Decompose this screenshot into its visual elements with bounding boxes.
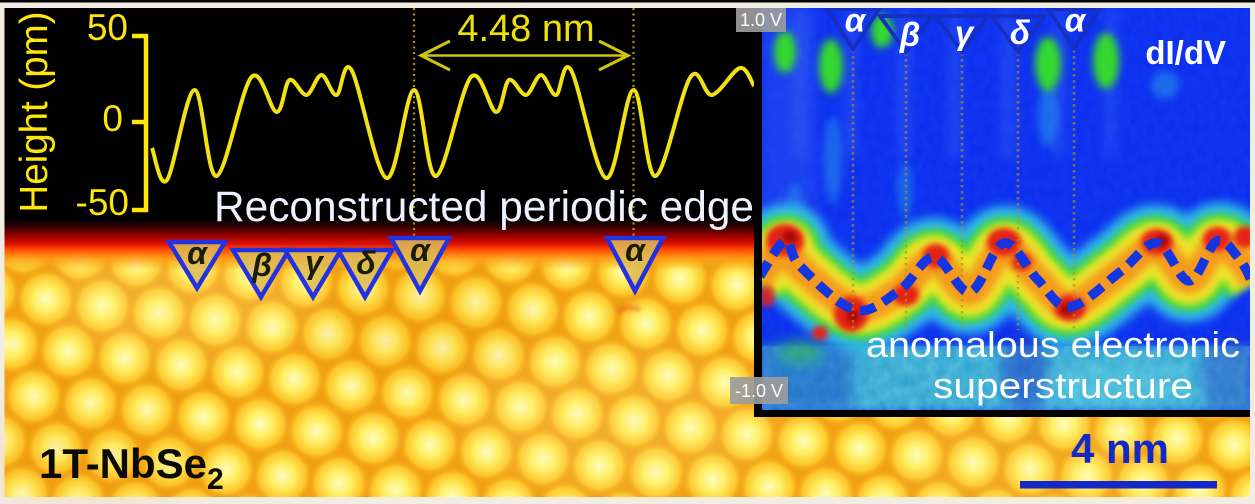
- svg-text:δ: δ: [356, 245, 376, 281]
- svg-text:dI/dV: dI/dV: [1145, 34, 1226, 71]
- svg-text:1.0 V: 1.0 V: [740, 10, 782, 30]
- svg-text:50: 50: [87, 7, 128, 48]
- svg-text:δ: δ: [1010, 14, 1031, 51]
- svg-text:γ: γ: [955, 14, 975, 51]
- svg-text:-50: -50: [76, 182, 129, 223]
- svg-text:0: 0: [102, 98, 123, 139]
- svg-text:γ: γ: [305, 244, 325, 280]
- svg-text:β: β: [899, 16, 920, 53]
- svg-text:α: α: [187, 235, 208, 271]
- svg-text:α: α: [410, 232, 431, 268]
- svg-text:4 nm: 4 nm: [1071, 425, 1169, 472]
- svg-text:β: β: [251, 247, 272, 283]
- svg-text:1T-NbSe2: 1T-NbSe2: [39, 440, 224, 496]
- svg-text:4.48 nm: 4.48 nm: [457, 8, 594, 50]
- svg-text:α: α: [1065, 2, 1087, 39]
- svg-text:Height (pm): Height (pm): [13, 11, 56, 212]
- svg-text:Reconstructed periodic edge: Reconstructed periodic edge: [214, 183, 754, 231]
- svg-text:anomalous electronic: anomalous electronic: [866, 324, 1240, 365]
- svg-text:α: α: [625, 232, 646, 268]
- svg-text:superstructure: superstructure: [933, 365, 1193, 406]
- svg-text:α: α: [845, 2, 867, 39]
- svg-text:-1.0 V: -1.0 V: [735, 381, 783, 401]
